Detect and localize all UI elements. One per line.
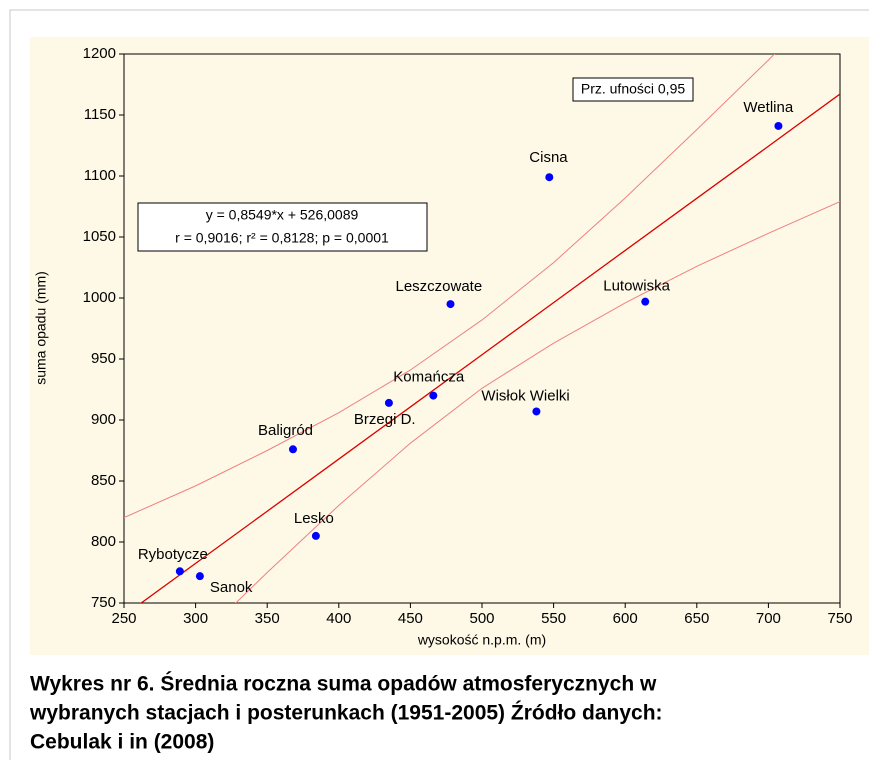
y-tick-label: 750: [91, 594, 116, 611]
point-label: Lesko: [294, 510, 334, 527]
x-tick-label: 700: [756, 610, 781, 627]
point-label: Wetlina: [743, 99, 793, 116]
point: [446, 300, 455, 309]
point-label: Wisłok Wielki: [481, 387, 569, 404]
x-tick-label: 350: [255, 610, 280, 627]
x-tick-label: 450: [398, 610, 423, 627]
point: [532, 407, 541, 416]
point-label: Baligród: [258, 422, 313, 439]
x-tick-label: 400: [326, 610, 351, 627]
point-label: Leszczowate: [395, 278, 482, 295]
point: [774, 121, 783, 130]
y-tick-label: 1050: [83, 228, 116, 245]
point-label: Sanok: [210, 579, 253, 596]
x-tick-label: 500: [469, 610, 494, 627]
y-tick-label: 1150: [84, 106, 116, 123]
point: [311, 531, 320, 540]
point: [429, 391, 438, 400]
x-tick-label: 650: [684, 610, 709, 627]
frame: [9, 9, 869, 760]
caption: Cebulak i in (2008): [30, 731, 214, 754]
annotation-box: [572, 77, 694, 102]
y-tick-label: 1200: [83, 45, 116, 62]
x-tick-label: 750: [827, 610, 852, 627]
point: [288, 445, 297, 454]
point-label: Brzegi D.: [354, 411, 416, 428]
y-tick-label: 950: [91, 350, 116, 367]
point-label: Lutowiska: [603, 278, 670, 295]
x-axis-label: wysokość n.p.m. (m): [417, 632, 546, 648]
x-tick-label: 300: [183, 610, 208, 627]
equation-box: [137, 202, 428, 252]
regression-line: [140, 93, 840, 603]
x-tick-label: 600: [613, 610, 638, 627]
point-label: Cisna: [529, 149, 568, 166]
y-axis-label: suma opadu (mm): [33, 271, 49, 385]
y-tick-label: 850: [91, 472, 116, 489]
y-tick-label: 1100: [84, 167, 116, 184]
y-tick-label: 900: [91, 411, 116, 428]
y-tick-label: 1000: [83, 289, 116, 306]
caption: wybranych stacjach i posterunkach (1951-…: [29, 702, 663, 725]
plot-area: [123, 53, 841, 604]
point-label: Komańcza: [393, 369, 465, 386]
x-tick-label: 550: [541, 610, 566, 627]
point: [195, 572, 204, 581]
point-label: Rybotycze: [138, 546, 208, 563]
caption: Wykres nr 6. Średnia roczna suma opadów …: [30, 672, 657, 696]
point: [545, 173, 554, 182]
statistics: r = 0,9016; r² = 0,8128; p = 0,0001: [175, 230, 389, 246]
annotation: Prz. ufności 0,95: [581, 81, 685, 97]
confidence-band: [235, 201, 840, 603]
y-tick-label: 800: [91, 533, 116, 550]
point: [384, 398, 393, 407]
plot-content: [124, 54, 840, 603]
point: [175, 567, 184, 576]
x-tick-label: 250: [111, 610, 136, 627]
point: [641, 297, 650, 306]
equation: y = 0,8549*x + 526,0089: [206, 207, 359, 223]
confidence-band: [124, 54, 776, 519]
